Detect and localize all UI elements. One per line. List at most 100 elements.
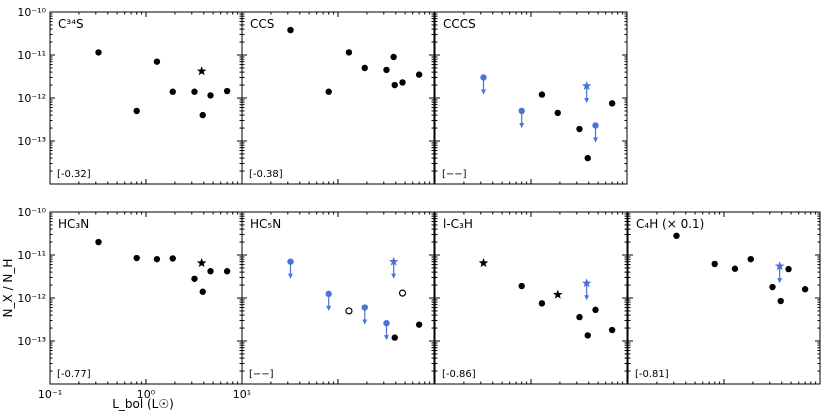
data-point [801,286,809,293]
data-point [399,79,406,86]
y-axis-label: N_X / N_H [1,259,15,318]
panel-annotation: [-0.32] [57,169,91,180]
x-axis-label: L_bol (L☉) [112,397,174,411]
panel-3: CCCS [−−] [434,11,628,185]
data-point [390,53,397,61]
data-point-star [553,289,563,299]
panel-frame [434,211,628,385]
data-point [287,26,294,34]
data-point-star [581,278,592,288]
data-point [199,111,206,119]
data-point [538,300,546,307]
panel-title: CCS [250,17,274,31]
data-point [391,81,398,89]
panel-annotation: [−−] [249,369,274,380]
data-point [383,319,390,327]
panel-frame [241,11,435,185]
panel-annotation: [-0.38] [249,169,283,180]
upper-limit-arrowhead [480,89,486,95]
data-point-open [345,307,353,315]
upper-limit-arrowhead [326,305,332,311]
upper-limit-arrowhead [383,335,389,341]
data-point [592,306,599,314]
panel-annotation: [-0.81] [635,369,669,380]
data-point [325,88,332,95]
data-point [608,326,616,334]
data-point [576,313,583,321]
data-point [584,154,591,162]
panel-title: CCCS [443,17,476,31]
data-point-star [581,81,592,91]
y-tick-label: 10⁻¹³ [17,335,46,348]
data-point [361,304,368,311]
panel-frame [49,211,243,385]
upper-limit-arrowhead [777,278,783,284]
y-tick-label: 10⁻¹⁰ [17,206,46,219]
data-point [480,74,487,81]
data-point [785,265,792,273]
upper-limit-arrowhead [391,273,397,279]
data-point [153,58,161,65]
data-point [95,49,102,56]
data-point [169,255,176,262]
y-tick-label: 10⁻¹² [17,92,46,105]
data-point-open [398,289,407,297]
data-point [518,107,525,115]
data-point [731,265,739,272]
y-tick-label: 10⁻¹¹ [17,249,46,262]
data-point [777,297,784,305]
panel-5: HC₅N [−−] [241,211,435,385]
data-point [287,258,294,265]
panel-title: C³⁴S [58,17,84,31]
data-point-star [196,66,207,76]
data-point [153,255,161,263]
data-point-star [196,258,207,268]
panel-1: 10⁻¹³ 10⁻¹² 10⁻¹¹ 10⁻¹⁰ C³⁴S [-0.32] [17,6,243,185]
data-point-star [388,256,399,266]
data-point [361,64,368,72]
data-point [554,109,561,117]
upper-limit-arrowhead [593,137,599,143]
y-tick-label: 10⁻¹² [17,292,46,305]
panel-2: CCS [-0.38] [241,11,435,185]
data-point [711,260,718,268]
data-point [199,288,206,295]
data-point [673,232,680,239]
data-point [191,88,198,95]
y-tick-label: 10⁻¹³ [17,135,46,148]
data-point [207,268,214,275]
x-tick-label: 10⁰ [137,388,156,401]
data-point [584,332,591,339]
panel-title: C₄H (× 0.1) [636,217,704,231]
data-point [191,275,198,282]
panel-annotation: [-0.77] [57,369,91,380]
panel-title: HC₅N [250,217,281,231]
data-point [223,87,231,95]
panel-frame [627,211,821,385]
panel-annotation: [-0.86] [442,369,476,380]
panel-6: l-C₃H [-0.86] [434,211,628,385]
data-point [608,100,616,107]
panel-frame [49,11,243,185]
panel-title: HC₃N [58,217,89,231]
data-point [769,283,776,291]
data-point [95,238,102,246]
data-point [133,107,140,115]
upper-limit-arrowhead [519,122,525,128]
panel-frame [434,11,628,185]
data-point [576,125,583,133]
y-tick-label: 10⁻¹¹ [17,49,46,62]
data-point [518,282,525,290]
data-point [325,290,332,298]
panel-frame [241,211,435,385]
data-point-star [478,258,489,268]
data-point [223,268,231,275]
data-point [383,66,390,74]
upper-limit-arrowhead [287,273,293,279]
panel-7: C₄H (× 0.1) [-0.81] [627,211,821,385]
x-tick-label: 10⁻¹ [38,388,62,401]
upper-limit-arrowhead [584,98,590,104]
data-point [538,91,546,98]
data-point [169,88,176,95]
